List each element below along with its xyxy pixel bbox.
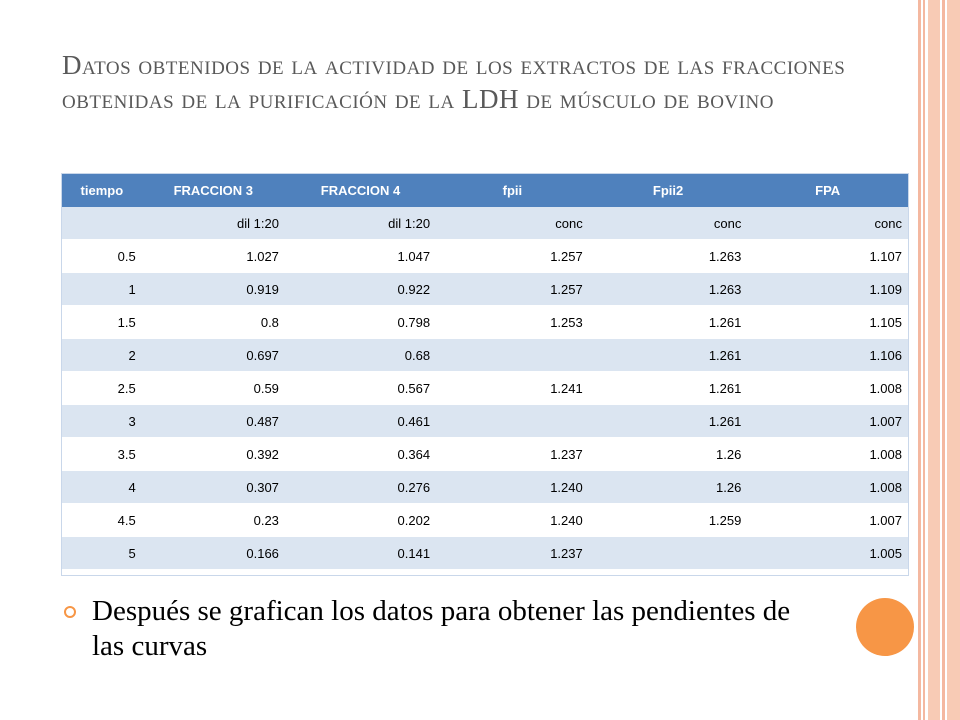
decorative-stripes (918, 0, 960, 720)
table-cell: dil 1:20 (284, 207, 437, 240)
table-cell: 3 (62, 404, 142, 438)
table-cell: 0.166 (141, 536, 285, 570)
table-cell: 1.261 (588, 371, 748, 405)
stripe (918, 0, 921, 720)
table-row: 3 0.487 0.461 1.261 1.007 (62, 404, 908, 438)
stripe (942, 0, 945, 720)
decorative-orange-circle (856, 598, 914, 656)
table-cell: 0.307 (141, 470, 285, 504)
table-header-row: tiempo FRACCION 3 FRACCION 4 fpii Fpii2 … (62, 174, 908, 207)
table-cell: 0.567 (284, 371, 437, 405)
table-cell (62, 207, 142, 240)
table-cell: 1.107 (747, 239, 908, 273)
table-cell: 1.261 (588, 404, 748, 438)
slide-title: Datos obtenidos de la actividad de los e… (62, 50, 846, 114)
data-table: tiempo FRACCION 3 FRACCION 4 fpii Fpii2 … (62, 174, 908, 570)
table-cell: 1.008 (747, 470, 908, 504)
table-cell: 1.007 (747, 503, 908, 537)
table-cell: 1.253 (436, 305, 589, 339)
table-cell: 0.276 (284, 470, 437, 504)
table-cell: conc (747, 207, 908, 240)
table-cell: 0.697 (141, 338, 285, 372)
table-cell: dil 1:20 (141, 207, 285, 240)
table-cell: 0.919 (141, 272, 285, 306)
table-cell: 0.8 (141, 305, 285, 339)
table-row: dil 1:20 dil 1:20 conc conc conc (62, 207, 908, 240)
table-cell: 1.106 (747, 338, 908, 372)
table-row: 5 0.166 0.141 1.237 1.005 (62, 536, 908, 570)
column-header: tiempo (62, 174, 142, 207)
table-cell: 1.261 (588, 305, 748, 339)
table-cell (588, 536, 748, 570)
table-cell: 1.259 (588, 503, 748, 537)
table-cell: 1.26 (588, 437, 748, 471)
stripe (947, 0, 960, 720)
table-row: 4.5 0.23 0.202 1.240 1.259 1.007 (62, 503, 908, 537)
table-cell: conc (436, 207, 589, 240)
table-row: 4 0.307 0.276 1.240 1.26 1.008 (62, 470, 908, 504)
table-cell: 1.26 (588, 470, 748, 504)
table-cell: 1.109 (747, 272, 908, 306)
bullet-text: Después se grafican los datos para obten… (92, 595, 791, 662)
table-cell: 0.141 (284, 536, 437, 570)
table-row: 2 0.697 0.68 1.261 1.106 (62, 338, 908, 372)
table-cell: 0.922 (284, 272, 437, 306)
table-cell: 1.240 (436, 503, 589, 537)
column-header: FPA (747, 174, 908, 207)
column-header: Fpii2 (588, 174, 748, 207)
table-cell: 1.008 (747, 371, 908, 405)
table-cell: 0.461 (284, 404, 437, 438)
table-row: 1 0.919 0.922 1.257 1.263 1.109 (62, 272, 908, 306)
table-cell: 0.59 (141, 371, 285, 405)
table-cell: 1.257 (436, 272, 589, 306)
table-cell: 4 (62, 470, 142, 504)
table-cell: 1.257 (436, 239, 589, 273)
table-cell: conc (588, 207, 748, 240)
table-cell: 1.263 (588, 239, 748, 273)
table-cell: 1.047 (284, 239, 437, 273)
table-cell: 0.202 (284, 503, 437, 537)
table-cell: 1.240 (436, 470, 589, 504)
table-cell: 0.392 (141, 437, 285, 471)
table-cell: 5 (62, 536, 142, 570)
table-row: 3.5 0.392 0.364 1.237 1.26 1.008 (62, 437, 908, 471)
table-cell (436, 404, 589, 438)
table-cell: 0.798 (284, 305, 437, 339)
table-row: 2.5 0.59 0.567 1.241 1.261 1.008 (62, 371, 908, 405)
table-cell: 0.364 (284, 437, 437, 471)
bullet-ring-icon (64, 606, 76, 618)
column-header: fpii (436, 174, 589, 207)
table-cell: 1.261 (588, 338, 748, 372)
table-cell: 4.5 (62, 503, 142, 537)
table-cell: 1 (62, 272, 142, 306)
column-header: FRACCION 3 (141, 174, 285, 207)
table-cell: 0.68 (284, 338, 437, 372)
table-cell: 1.007 (747, 404, 908, 438)
table-cell: 1.027 (141, 239, 285, 273)
table-cell: 1.263 (588, 272, 748, 306)
column-header: FRACCION 4 (284, 174, 437, 207)
table-cell: 1.241 (436, 371, 589, 405)
stripe (928, 0, 940, 720)
table-cell: 2 (62, 338, 142, 372)
table-row: 1.5 0.8 0.798 1.253 1.261 1.105 (62, 305, 908, 339)
table-cell: 1.237 (436, 437, 589, 471)
stripe (923, 0, 925, 720)
table-cell (436, 338, 589, 372)
table-cell: 1.237 (436, 536, 589, 570)
table-cell: 3.5 (62, 437, 142, 471)
table-cell: 0.23 (141, 503, 285, 537)
table-row: 0.5 1.027 1.047 1.257 1.263 1.107 (62, 239, 908, 273)
table-cell: 1.005 (747, 536, 908, 570)
table-cell: 1.105 (747, 305, 908, 339)
table-cell: 0.5 (62, 239, 142, 273)
table-cell: 0.487 (141, 404, 285, 438)
table-cell: 1.5 (62, 305, 142, 339)
table-cell: 1.008 (747, 437, 908, 471)
table-cell: 2.5 (62, 371, 142, 405)
